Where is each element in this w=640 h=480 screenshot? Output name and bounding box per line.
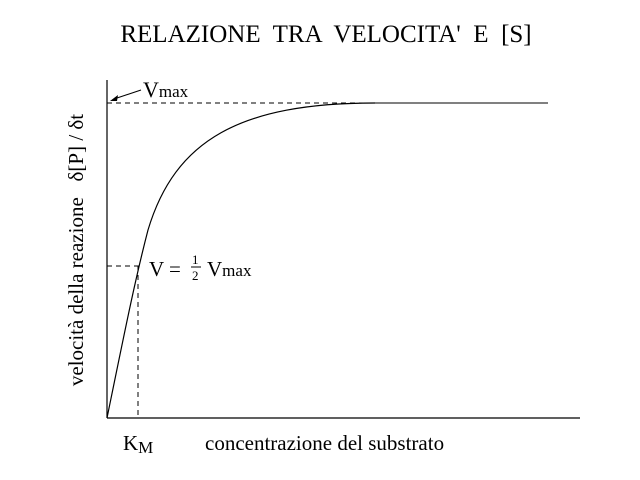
- half-vmax-numerator: 1: [192, 252, 199, 267]
- half-vmax-prefix: V =: [149, 257, 181, 281]
- half-vmax-v: Vmax: [207, 257, 252, 281]
- half-vmax-denominator: 2: [192, 268, 199, 283]
- km-label: KM: [123, 431, 153, 457]
- diagram-title: RELAZIONE TRA VELOCITA' E [S]: [120, 21, 531, 48]
- saturation-curve: [106, 102, 376, 419]
- vmax-arrow-head: [110, 95, 118, 101]
- vmax-label: Vmax: [143, 77, 189, 102]
- x-axis-label: concentrazione del substrato: [205, 431, 444, 455]
- vmax-arrow-line: [113, 89, 142, 100]
- y-axis-label: velocità della reazione δ[P] / δt: [64, 114, 88, 386]
- half-vmax-label: V = 1 2 Vmax: [149, 252, 252, 283]
